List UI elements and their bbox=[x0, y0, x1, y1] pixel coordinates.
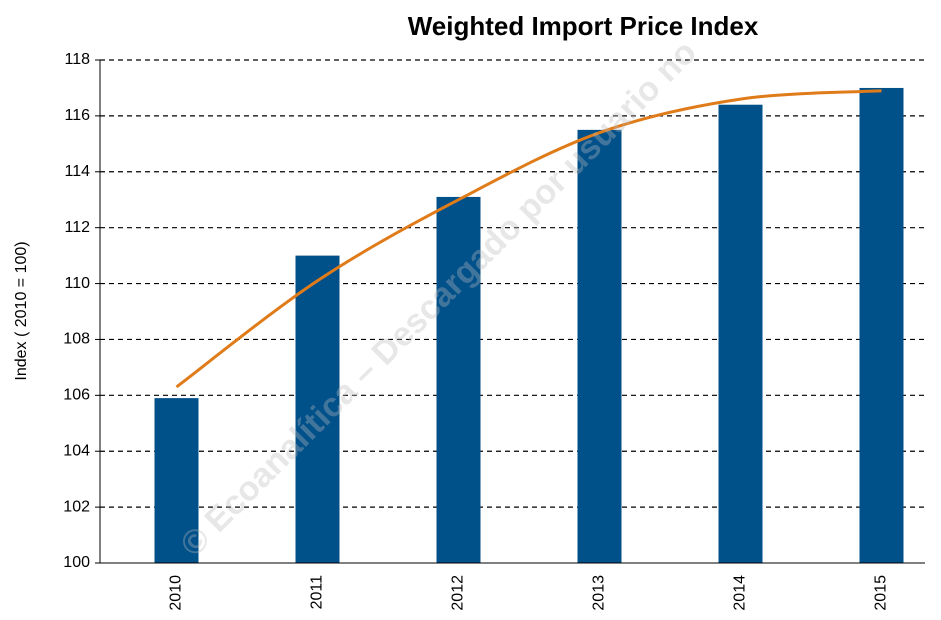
bar bbox=[295, 255, 340, 563]
chart-title: Weighted Import Price Index bbox=[408, 11, 759, 41]
bar bbox=[718, 104, 763, 563]
y-tick-label: 114 bbox=[64, 163, 90, 180]
x-tick-label: 2015 bbox=[873, 575, 890, 611]
x-tick-label: 2012 bbox=[450, 575, 467, 611]
y-tick-label: 100 bbox=[63, 554, 90, 571]
y-tick-label: 106 bbox=[63, 387, 90, 404]
y-tick-label: 112 bbox=[64, 219, 90, 236]
x-tick-label: 2014 bbox=[732, 575, 749, 611]
bar bbox=[859, 87, 904, 563]
bar bbox=[577, 129, 622, 563]
y-tick-label: 102 bbox=[63, 498, 90, 515]
bar bbox=[154, 398, 199, 563]
y-tick-label: 118 bbox=[64, 51, 90, 68]
x-tick-label: 2013 bbox=[591, 575, 608, 611]
y-tick-label: 104 bbox=[63, 442, 90, 459]
bar bbox=[436, 196, 481, 563]
x-tick-label: 2010 bbox=[168, 575, 185, 611]
y-tick-label: 116 bbox=[64, 107, 90, 124]
y-tick-label: 110 bbox=[64, 275, 90, 292]
trend-line bbox=[175, 89, 882, 389]
x-tick-label: 2011 bbox=[309, 575, 326, 610]
y-tick-label: 108 bbox=[63, 331, 90, 348]
y-axis-label: Index ( 2010 = 100) bbox=[13, 241, 30, 380]
